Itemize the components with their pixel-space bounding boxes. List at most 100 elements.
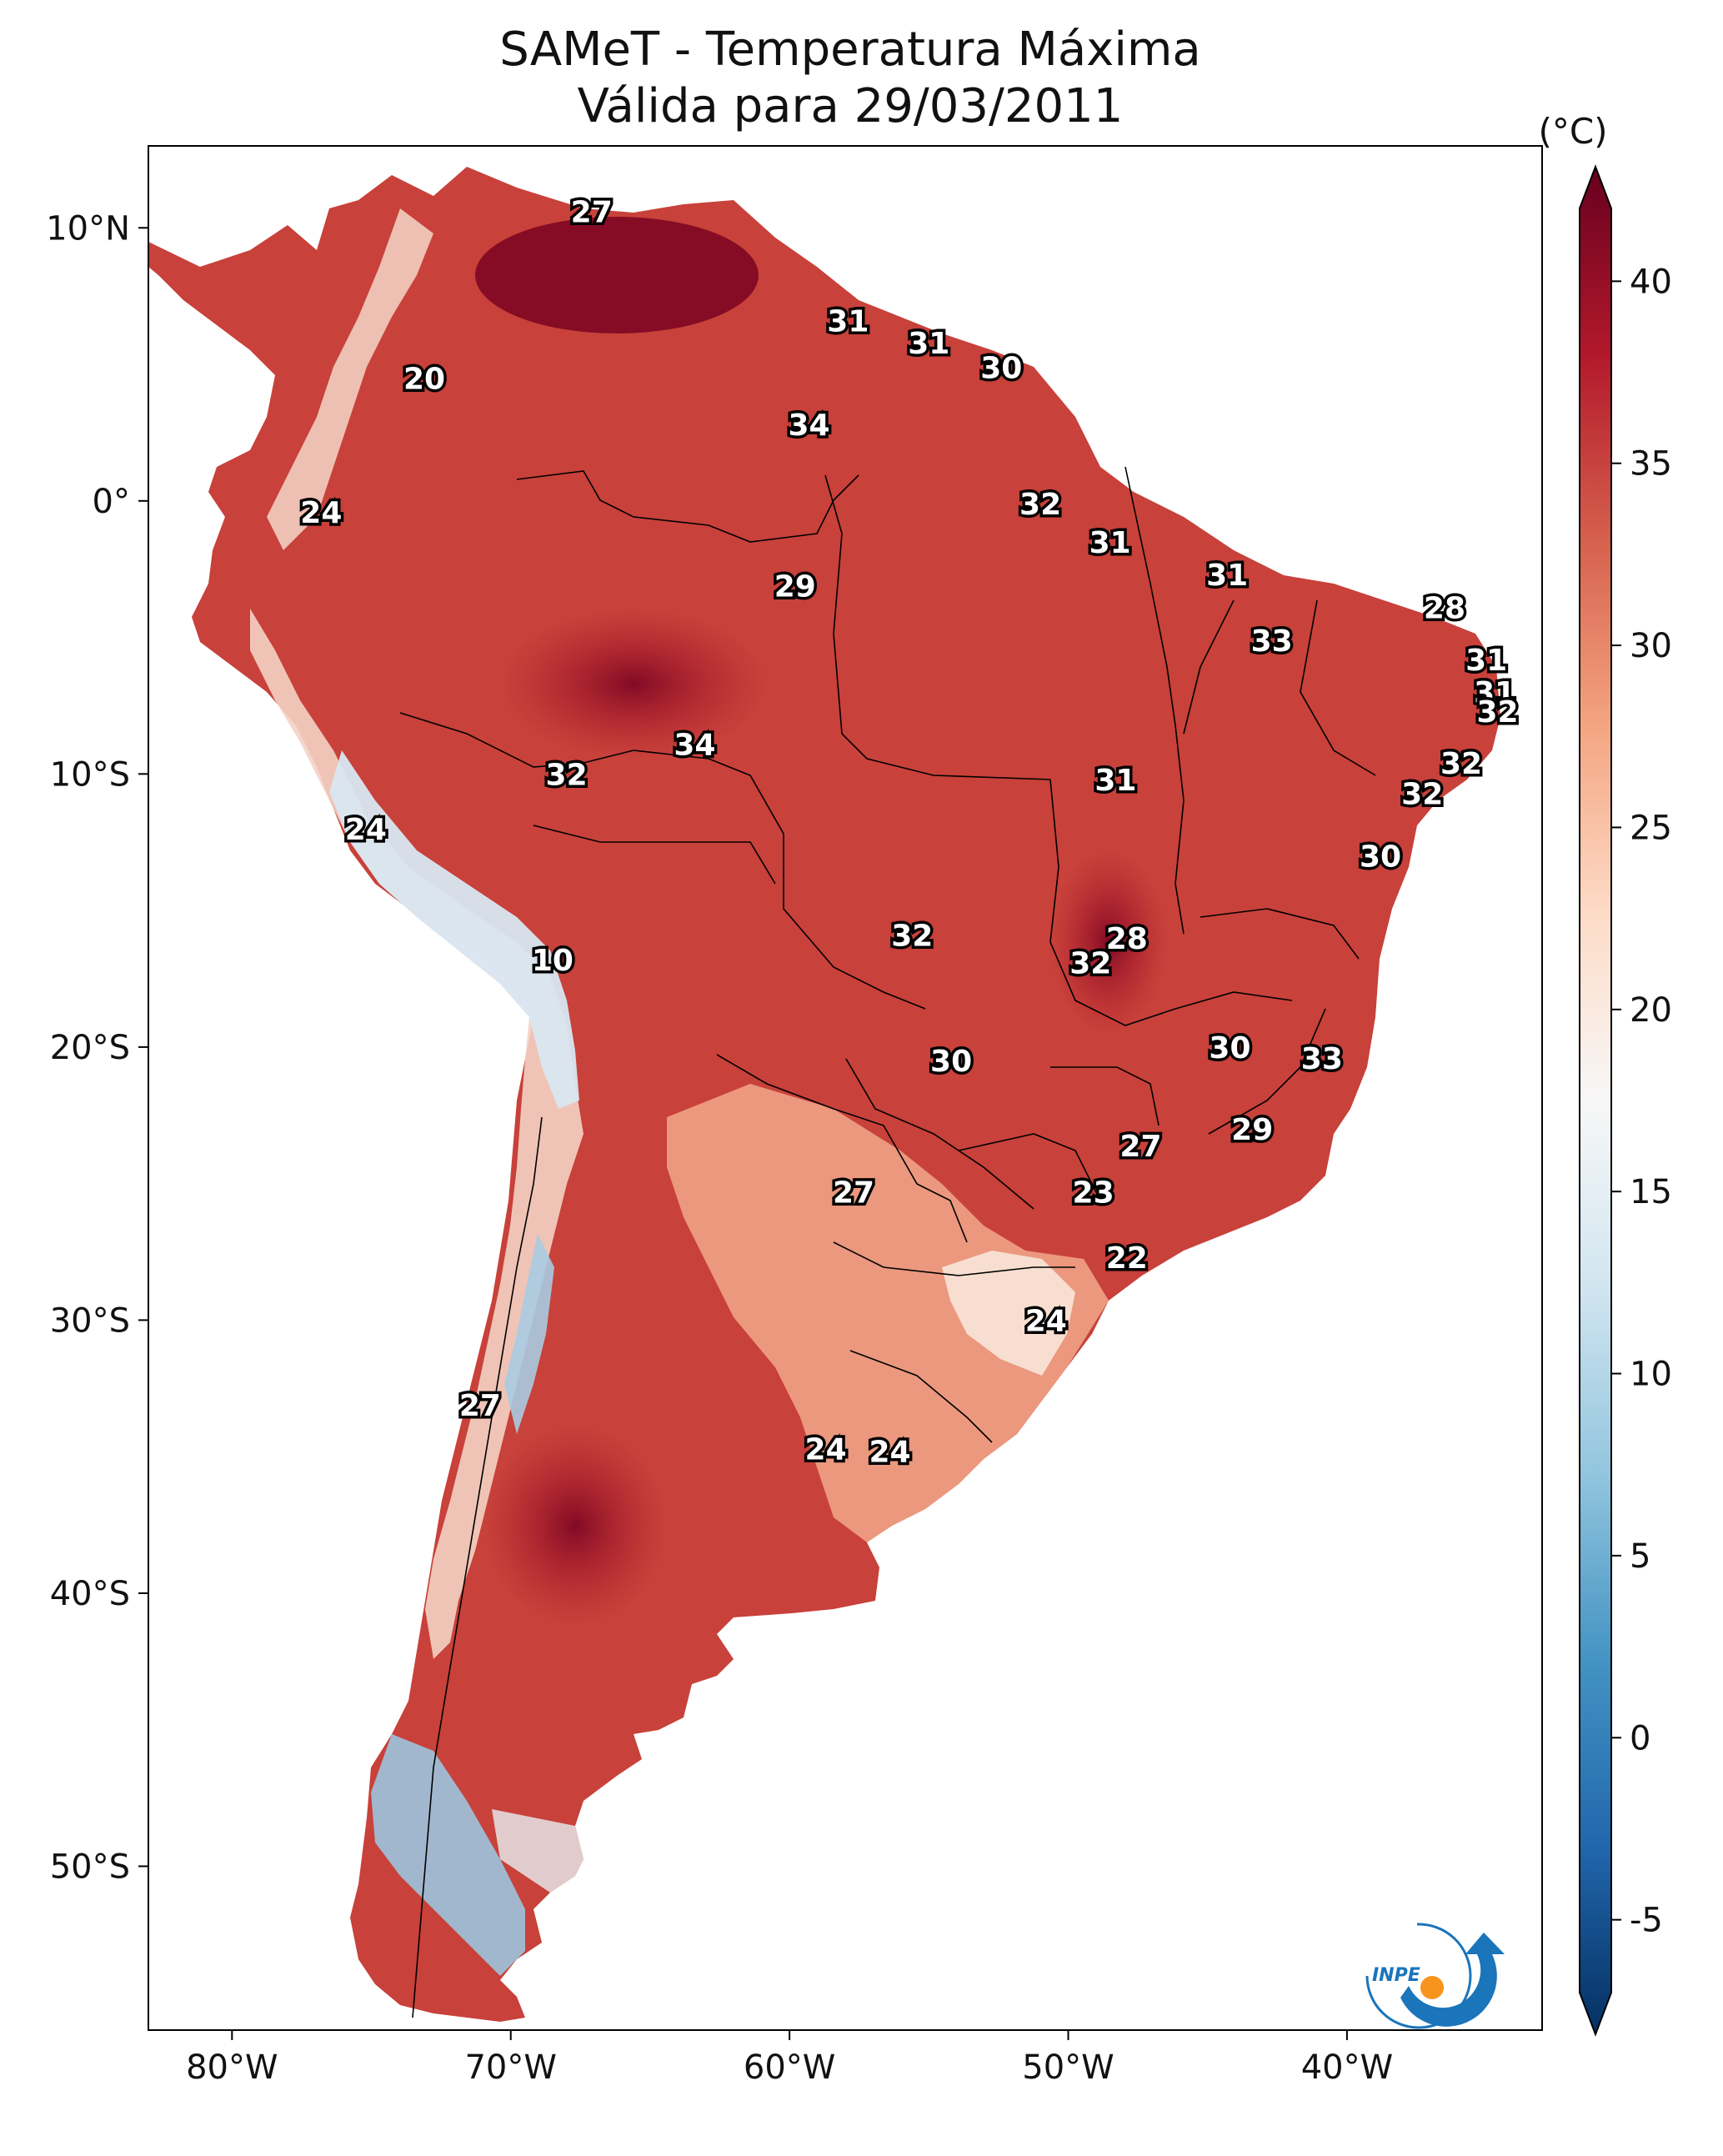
- temperature-label: 30: [980, 351, 1022, 385]
- colombia-andes-cool: [267, 208, 433, 550]
- colorbar: (°C) -5 0 5 10 15 20 25 30 35 40: [1538, 111, 1672, 2037]
- lat-tick-label: 10°S: [50, 755, 130, 794]
- temperature-label: 32: [1401, 777, 1443, 811]
- lat-tick-label: 20°S: [50, 1029, 130, 1067]
- border-line: [833, 1241, 1075, 1276]
- patagonia-cold: [371, 1734, 525, 1976]
- colorbar-tick-label: 0: [1630, 1719, 1650, 1757]
- temperature-label: 32: [1019, 488, 1061, 522]
- border-line: [1050, 1066, 1160, 1126]
- hot-spot-argentina: [483, 1426, 667, 1626]
- colorbar-tick-label: 15: [1630, 1173, 1672, 1211]
- lat-tick-label: 30°S: [50, 1301, 130, 1340]
- colorbar-unit: (°C): [1538, 111, 1607, 152]
- temperature-label: 24: [805, 1432, 847, 1467]
- title-line-2: Válida para 29/03/2011: [577, 79, 1124, 133]
- colorbar-tick-label: 25: [1630, 809, 1672, 847]
- border-line: [1200, 908, 1360, 960]
- lon-tick-label: 70°W: [464, 2048, 556, 2087]
- temperature-label: 32: [1069, 946, 1111, 980]
- lon-tick-label: 40°W: [1301, 2048, 1393, 2087]
- temperature-label: 30: [1209, 1031, 1250, 1065]
- andes-cold-ridge: [504, 1234, 554, 1434]
- temperature-label: 24: [345, 813, 387, 847]
- lon-tick-label: 50°W: [1022, 2048, 1114, 2087]
- border-line: [845, 1058, 1034, 1210]
- colorbar-ticks: -5 0 5 10 15 20 25 30 35 40: [1611, 263, 1672, 1940]
- logo-arrow-icon: [1400, 1933, 1505, 2027]
- land-layer: [148, 167, 1500, 2022]
- temperature-label: 28: [1106, 922, 1148, 956]
- temperature-label: 24: [300, 496, 342, 530]
- temperature-label: 23: [1073, 1176, 1114, 1210]
- lon-tick-label: 60°W: [744, 2048, 835, 2087]
- colorbar-bar: [1579, 164, 1612, 2037]
- patagonia-cool-fringe: [492, 1809, 584, 1893]
- border-line: [716, 1054, 968, 1243]
- lat-tick-label: 0°: [93, 483, 130, 521]
- temperature-label: 27: [459, 1389, 501, 1423]
- temperature-label: 29: [774, 569, 816, 604]
- border-line: [533, 825, 776, 885]
- temperature-label: 27: [833, 1176, 874, 1210]
- temperature-label: 31: [1465, 644, 1507, 678]
- border-line: [1300, 599, 1376, 776]
- border-line: [1124, 466, 1185, 935]
- border-line: [399, 712, 709, 768]
- colorbar-tick-label: 10: [1630, 1356, 1672, 1394]
- temperature-label: 33: [1301, 1042, 1343, 1076]
- temperature-label: 28: [1424, 592, 1465, 626]
- border-line: [516, 470, 859, 543]
- border-line: [958, 1133, 1101, 1201]
- hot-spot-amazon: [500, 609, 767, 759]
- inpe-logo: INPE: [1365, 1923, 1505, 2029]
- temperature-label: 29: [1231, 1113, 1273, 1147]
- title-line-1: SAMeT - Temperatura Máxima: [499, 23, 1201, 77]
- andes-cool-band: [250, 609, 584, 1659]
- hot-spot-goias: [1050, 850, 1167, 1034]
- temperature-label: 24: [1025, 1304, 1067, 1338]
- border-line: [708, 758, 926, 1010]
- logo-sun-icon: [1420, 1976, 1444, 1999]
- south-brazil-cool: [942, 1251, 1075, 1376]
- borders-layer: [399, 466, 1376, 2018]
- temperature-label: 33: [1251, 624, 1293, 659]
- colorbar-tick-label: 20: [1630, 991, 1672, 1030]
- latitude-axis: 10°N 0° 10°S 20°S 30°S 40°S 50°S: [46, 209, 148, 1886]
- border-line: [1183, 599, 1235, 735]
- temperature-label: 27: [571, 196, 613, 230]
- logo-text: INPE: [1372, 1965, 1420, 1986]
- lon-tick-label: 80°W: [186, 2048, 278, 2087]
- temperature-label: 30: [930, 1045, 972, 1079]
- altiplano-cold: [329, 750, 579, 1109]
- temperature-label: 31: [908, 327, 949, 361]
- border-line: [849, 1350, 993, 1443]
- colorbar-tick-label: 5: [1630, 1537, 1650, 1576]
- temperature-label: 32: [546, 758, 588, 792]
- temperature-label: 31: [1474, 676, 1515, 710]
- temperature-label: 34: [788, 409, 829, 443]
- border-line: [1208, 1008, 1326, 1135]
- temperature-label: 31: [1206, 559, 1248, 593]
- lat-tick-label: 40°S: [50, 1575, 130, 1613]
- temperature-label: 31: [827, 305, 869, 339]
- lat-tick-label: 50°S: [50, 1848, 130, 1886]
- colorbar-tick-label: 30: [1630, 627, 1672, 665]
- longitude-axis: 80°W 70°W 60°W 50°W 40°W: [186, 2030, 1393, 2087]
- temperature-label: 31: [1089, 526, 1131, 560]
- border-line: [1049, 779, 1293, 1026]
- temperature-label: 34: [674, 728, 715, 762]
- colorbar-tick-label: 40: [1630, 263, 1672, 301]
- lat-tick-label: 10°N: [46, 209, 130, 248]
- temperature-label: 32: [1440, 747, 1482, 781]
- hot-spot-venezuela: [475, 217, 759, 333]
- temperature-label: 27: [1119, 1130, 1161, 1164]
- temperature-label: 22: [1106, 1241, 1148, 1276]
- border-line: [412, 1116, 543, 2018]
- colorbar-tick-label: 35: [1630, 445, 1672, 484]
- colorbar-tick-label: -5: [1630, 1902, 1663, 1940]
- border-line: [824, 474, 1051, 780]
- temperature-label: 30: [1360, 840, 1401, 875]
